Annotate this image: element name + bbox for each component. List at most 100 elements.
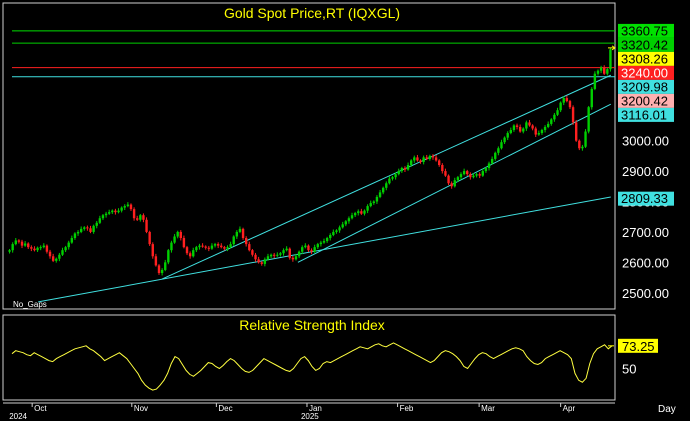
candle: [198, 243, 201, 250]
candle-body: [232, 236, 235, 245]
candle: [515, 123, 519, 130]
candle: [195, 245, 198, 253]
price-tag-label: 3200.42: [621, 93, 668, 108]
price-tag: 3200.42: [618, 93, 674, 108]
candle-body: [347, 218, 351, 222]
candle: [450, 181, 453, 189]
candle: [223, 245, 226, 251]
candle-body: [235, 231, 239, 237]
candle: [304, 243, 307, 249]
candle: [388, 176, 391, 185]
candle-body: [79, 228, 83, 232]
candle-body: [332, 231, 335, 235]
candle: [369, 200, 372, 208]
candle-body: [350, 215, 354, 219]
candle-body: [556, 110, 559, 115]
candle-body: [388, 178, 391, 184]
candle-body: [129, 204, 133, 210]
candle-body: [33, 248, 36, 251]
candle: [375, 195, 379, 204]
candle: [581, 144, 584, 151]
candle: [251, 248, 254, 257]
candle-body: [276, 254, 279, 256]
candle-body: [462, 171, 466, 175]
candle: [322, 238, 326, 244]
candle: [276, 252, 279, 257]
candle: [590, 87, 593, 110]
candle: [409, 159, 413, 167]
price-tags: 3360.753320.423308.263240.003209.983200.…: [618, 23, 674, 206]
candle: [481, 168, 484, 177]
candle: [584, 129, 587, 148]
candle-body: [596, 70, 600, 74]
candle: [210, 243, 214, 250]
month-label: Mar: [481, 404, 495, 413]
candle-body: [154, 256, 158, 266]
y-tick-label: 3000.00: [622, 134, 669, 149]
candle-body: [238, 228, 242, 232]
candle: [132, 207, 136, 221]
candle: [89, 225, 92, 234]
candle-body: [540, 130, 544, 134]
candle: [431, 154, 435, 160]
candle: [478, 172, 481, 179]
candle-body: [478, 174, 481, 176]
candle: [487, 161, 491, 171]
candle-body: [316, 244, 319, 248]
candle-body: [297, 251, 301, 257]
candle-body: [344, 221, 348, 225]
month-label: Apr: [563, 404, 576, 413]
candle-body: [213, 244, 217, 246]
candle: [593, 71, 597, 91]
candle: [574, 119, 578, 142]
candle-body: [469, 174, 472, 178]
candle-body: [301, 247, 304, 252]
candle: [42, 243, 46, 249]
price-tag: 3360.75: [618, 23, 674, 38]
candle: [86, 225, 89, 231]
candle: [173, 234, 176, 244]
candle: [350, 212, 354, 220]
candle: [139, 213, 142, 222]
rsi-tag-label: 73.25: [622, 339, 655, 354]
candle-body: [101, 215, 105, 219]
candle: [475, 172, 478, 178]
candle-body: [528, 122, 531, 126]
candle-body: [201, 245, 204, 247]
candle-body: [304, 245, 307, 248]
candle: [204, 245, 207, 250]
candle: [500, 139, 503, 150]
candle: [123, 204, 126, 211]
candle-body: [76, 231, 80, 234]
candle: [241, 227, 245, 240]
candle-body: [341, 224, 344, 228]
candle-body: [363, 210, 366, 214]
candle: [522, 127, 525, 134]
price-tag-box: [618, 51, 674, 66]
candle-body: [599, 67, 603, 71]
candle: [58, 252, 61, 262]
candle-body: [98, 218, 102, 223]
candle: [419, 159, 422, 164]
candle: [596, 69, 600, 76]
candle: [531, 124, 534, 131]
candle: [394, 172, 397, 180]
candle-body: [565, 98, 569, 102]
candle-body: [325, 238, 329, 242]
candle: [107, 209, 111, 215]
candle-body: [39, 247, 42, 249]
candle-body: [241, 228, 245, 239]
candle-body: [139, 215, 142, 220]
candle-body: [503, 137, 506, 143]
candle-body: [104, 213, 108, 216]
candle: [456, 175, 460, 183]
candle: [176, 230, 179, 239]
candle-body: [73, 233, 77, 239]
candle-body: [525, 122, 528, 129]
candle: [27, 242, 30, 249]
candle-body: [120, 207, 123, 211]
candle: [244, 236, 248, 247]
candle: [553, 112, 556, 122]
